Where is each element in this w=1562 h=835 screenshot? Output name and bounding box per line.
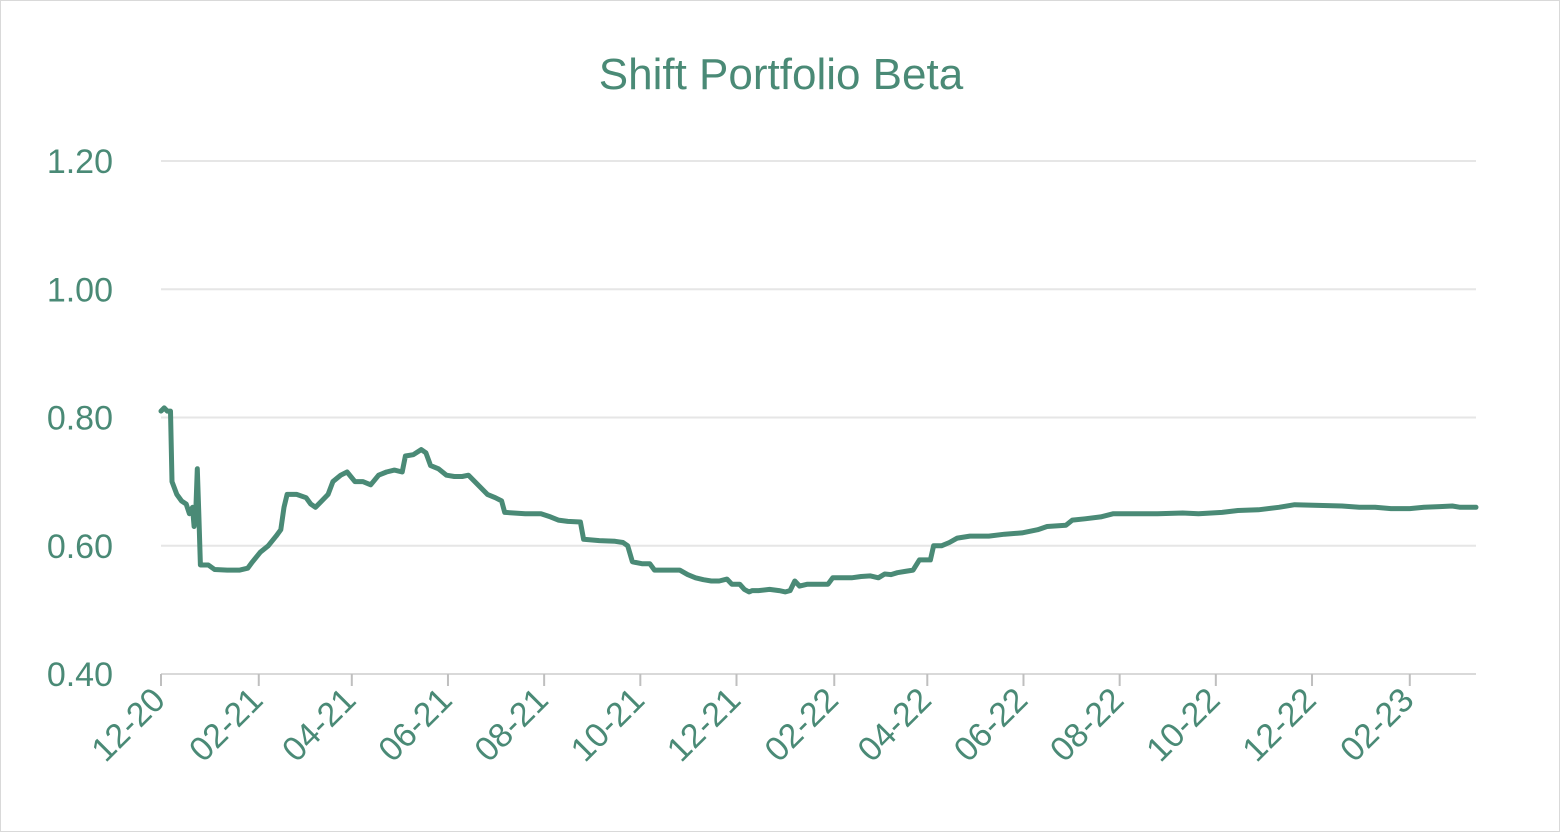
x-tick-label: 04-22 [851, 681, 939, 769]
x-tick-label: 12-21 [660, 681, 748, 769]
y-tick-label: 0.80 [47, 400, 113, 438]
x-tick-label: 06-21 [371, 681, 459, 769]
y-tick-label: 1.20 [47, 143, 113, 181]
x-tick-label: 04-21 [275, 681, 363, 769]
y-tick-label: 0.60 [47, 528, 113, 566]
x-tick-label: 12-20 [84, 681, 172, 769]
x-tick-label: 08-22 [1043, 681, 1131, 769]
x-tick-label: 10-22 [1139, 681, 1227, 769]
x-tick-label: 08-21 [467, 681, 555, 769]
y-tick-label: 0.40 [47, 656, 113, 694]
series-layer [158, 405, 1479, 595]
x-tick-label: 02-23 [1333, 681, 1421, 769]
x-tick-label: 12-22 [1235, 681, 1323, 769]
x-tick-label: 02-21 [182, 681, 270, 769]
series-line-0 [158, 405, 1479, 595]
y-tick-label: 1.00 [47, 271, 113, 309]
x-axis: 12-20 02-21 04-21 06-21 08-21 10-21 12-21 02-22… [84, 673, 1476, 769]
x-tick-label: 06-22 [947, 681, 1035, 769]
y-axis-ticks: 0.40 0.60 0.80 1.00 1.20 [47, 143, 113, 694]
x-tick-label: 10-21 [564, 681, 652, 769]
x-tick-label: 02-22 [758, 681, 846, 769]
gridlines [161, 160, 1476, 547]
chart-title: Shift Portfolio Beta [599, 50, 964, 99]
